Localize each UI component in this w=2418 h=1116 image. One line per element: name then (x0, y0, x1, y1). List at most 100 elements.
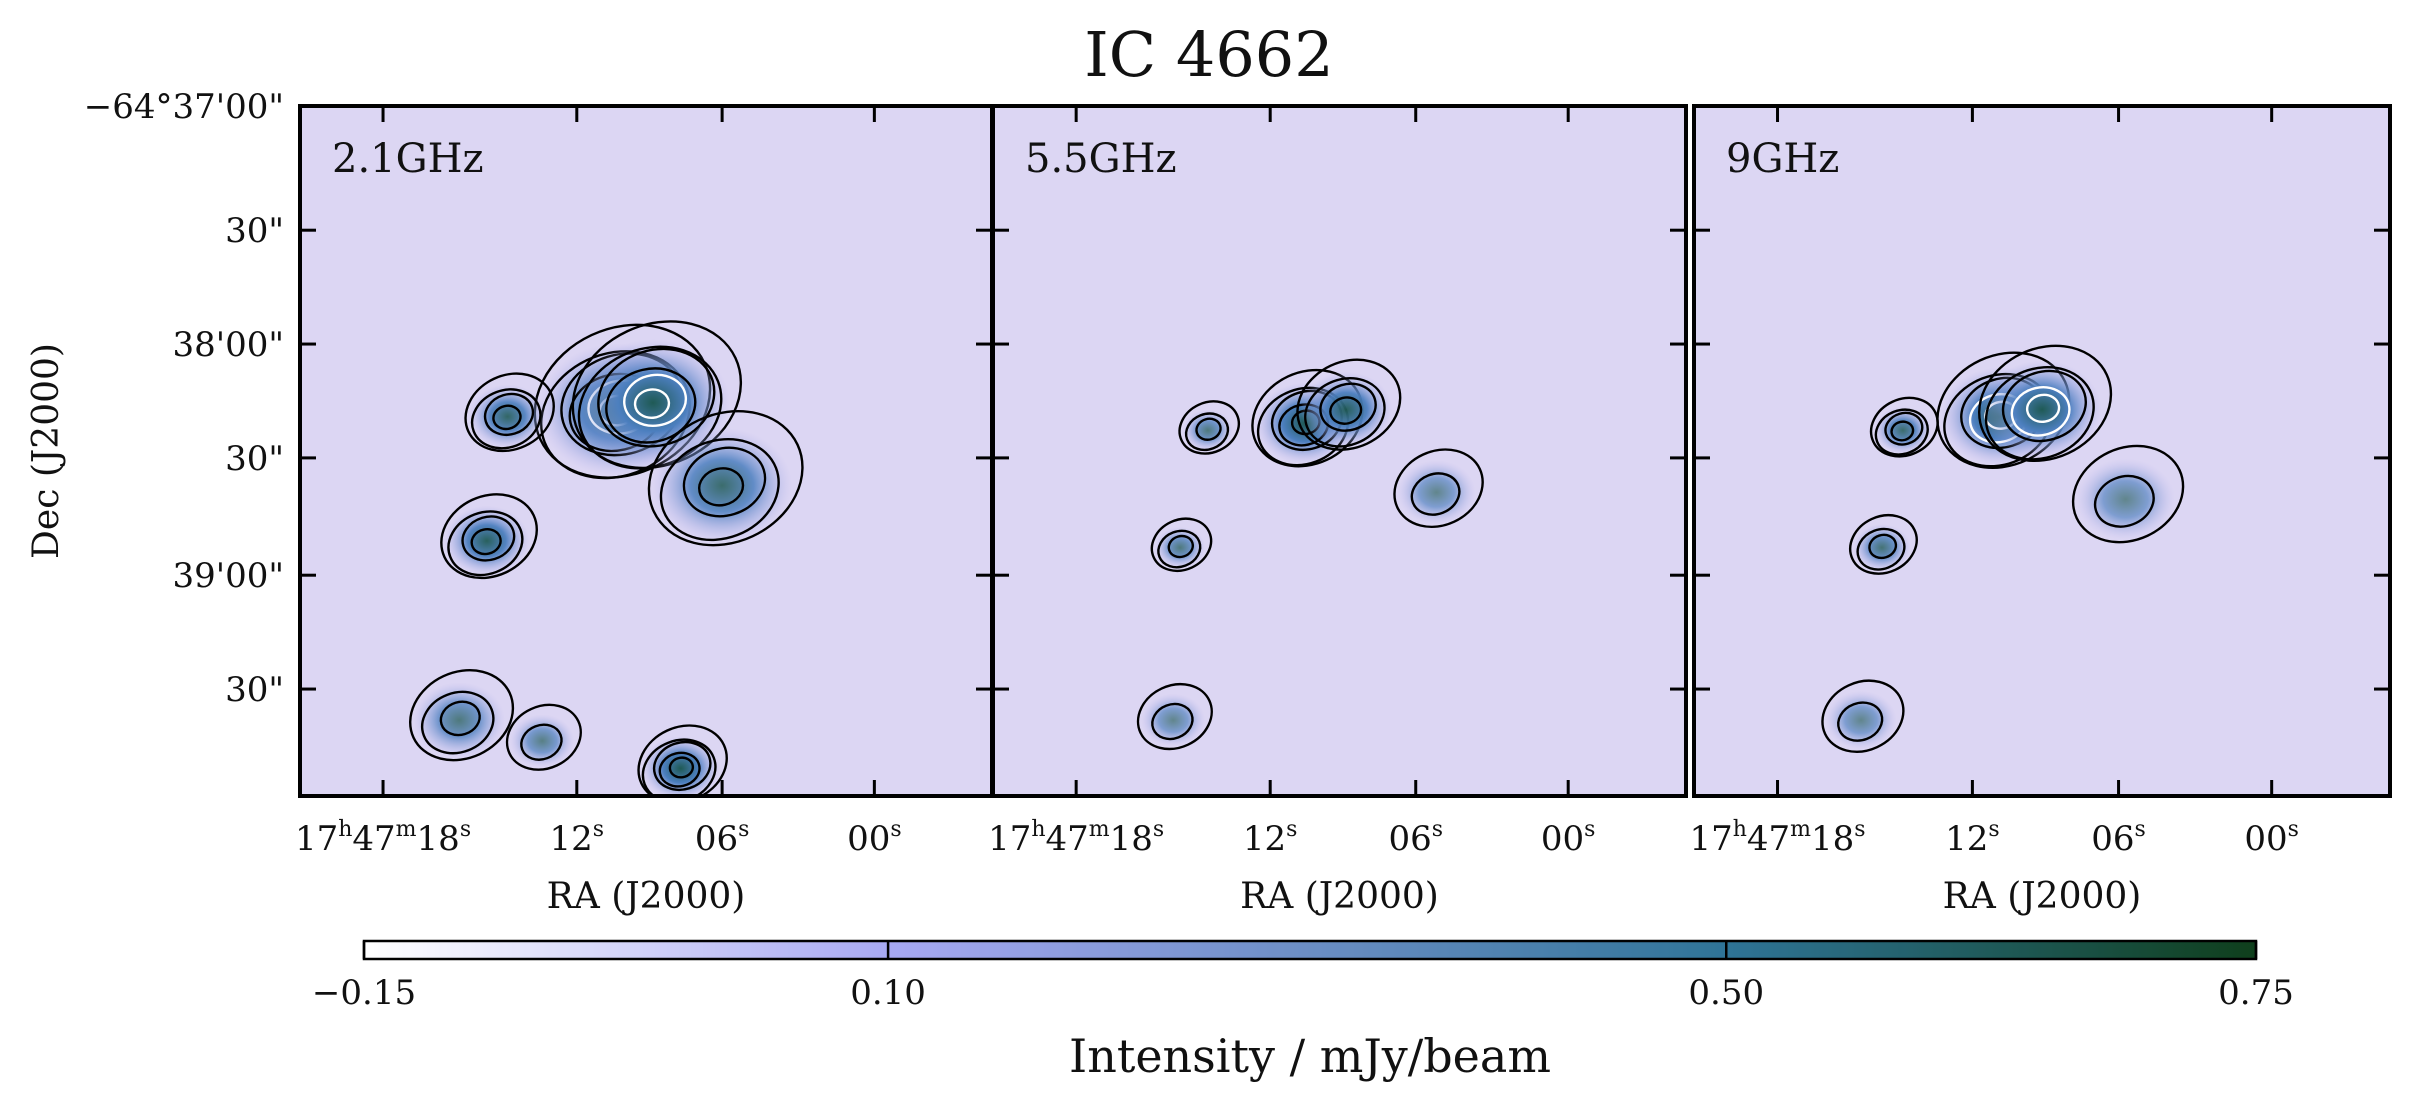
colorbar-tick-label: 0.50 (1688, 973, 1764, 1013)
colorbar-label: Intensity / mJy/beam (1069, 1029, 1551, 1083)
contour-line (520, 723, 563, 761)
contour-line (1151, 702, 1194, 741)
source-south-blob (2071, 444, 2185, 544)
contour-line (1136, 683, 1213, 751)
contour-line (1195, 417, 1222, 441)
ra-tick-label: 12s (550, 817, 605, 859)
contour-line (447, 510, 524, 577)
contour-line (505, 703, 582, 771)
source-sw-knot (1150, 517, 1213, 573)
dec-tick-label: 39'00" (172, 556, 284, 596)
contour-line (1319, 382, 1377, 432)
contour-line (492, 404, 522, 431)
contour-line (470, 528, 502, 556)
contour-line (597, 347, 716, 448)
source-west-knot (1869, 396, 1939, 458)
contour-line (682, 446, 767, 518)
panel-3: 9GHz 17h47m18s 12s 06s 00s RA (J2000) (1689, 104, 2392, 917)
contour-line (1304, 377, 1386, 448)
source-core-west (1296, 358, 1402, 451)
ra-tick-label: 17h47m18s (1689, 817, 1865, 859)
contour-line (440, 493, 538, 580)
contour-line (464, 372, 555, 453)
contour-line (1296, 358, 1402, 451)
contour-line (652, 740, 712, 792)
ra-tick-label: 00s (2244, 817, 2299, 859)
dec-tick-label: 30" (225, 439, 284, 479)
contour-line (2071, 444, 2185, 544)
contour-line (623, 373, 688, 427)
contour-line (1884, 411, 1924, 446)
contour-line (697, 467, 745, 507)
panel-frame (991, 104, 1688, 798)
ra-tick-label: 06s (2091, 817, 2146, 859)
contour-line (1868, 533, 1898, 560)
colorbar: −0.15 0.10 0.50 0.75 Intensity / mJy/beam (312, 939, 2294, 1083)
contour-line (1150, 517, 1213, 573)
ra-tick-label: 06s (1388, 817, 1443, 859)
contour-line (2001, 369, 2088, 443)
colorbar-tick-label: 0.75 (2218, 973, 2294, 1013)
contour-line (439, 700, 481, 737)
source-west-knot (464, 372, 555, 453)
frequency-label: 5.5GHz (1025, 136, 1177, 182)
source-south-blob (1393, 448, 1484, 529)
source-bottom-b (505, 703, 582, 771)
y-axis-label: Dec (J2000) (26, 343, 67, 559)
panel-image (1136, 358, 1484, 751)
ra-tick-label: 12s (1945, 817, 2000, 859)
frequency-label: 9GHz (1726, 136, 1839, 182)
source-intensity (651, 427, 793, 544)
contour-line (408, 669, 515, 762)
dec-tick-label: 30" (225, 211, 284, 251)
contour-line (1849, 513, 1918, 575)
ra-tick-label: 00s (847, 817, 902, 859)
colorbar-tick-label: −0.15 (312, 973, 416, 1013)
contour-line (483, 392, 535, 437)
panel-image (408, 320, 804, 796)
x-axis-label: RA (J2000) (547, 876, 746, 917)
dec-tick-label: 30" (225, 670, 284, 710)
contour-line (1978, 344, 2113, 463)
contour-line (1869, 396, 1939, 458)
source-bottom-c (637, 724, 728, 796)
contour-line (2025, 393, 2061, 424)
source-bottom-a (408, 669, 515, 762)
contour-line (461, 515, 516, 562)
source-bottom-a (1136, 683, 1213, 751)
contour-line (1410, 472, 1461, 516)
contour-line (659, 437, 780, 542)
contour-line (1184, 412, 1230, 452)
colorbar-gradient (362, 939, 2258, 961)
contour-line (1821, 679, 1905, 753)
contour-line (641, 738, 717, 796)
contour-line (1178, 400, 1240, 455)
source-intensity (1154, 526, 1206, 569)
ra-tick-label: 17h47m18s (988, 817, 1164, 859)
contour-line (647, 410, 804, 547)
contour-line (637, 724, 728, 796)
dec-tick-labels: −64°37'00" 30" 38'00" 30" 39'00" 30" (84, 87, 284, 710)
source-intensity (1874, 406, 1932, 455)
panel-image (1821, 344, 2185, 753)
contour-line (605, 367, 697, 444)
x-axis-label: RA (J2000) (1240, 876, 1439, 917)
contour-line (633, 388, 671, 420)
contour-line (2093, 474, 2155, 528)
contour-line (1837, 701, 1884, 742)
source-west-knot (1178, 400, 1240, 455)
contour-line (1856, 527, 1906, 571)
contour-line (2010, 386, 2071, 437)
ra-tick-label: 17h47m18s (295, 817, 471, 859)
contour-line (470, 388, 542, 450)
contour-line (1157, 529, 1202, 569)
contour-line (1984, 366, 2095, 461)
dec-tick-label: 38'00" (172, 325, 284, 365)
figure-title: IC 4662 (1084, 18, 1333, 91)
panel-1: 2.1GHz 17h47m18s 12s 06s 00s RA (J2000) (295, 104, 994, 917)
source-core-west (1978, 344, 2113, 463)
colorbar-ticks: −0.15 0.10 0.50 0.75 (312, 941, 2294, 1013)
dec-tick-label: −64°37'00" (84, 87, 284, 127)
colorbar-tick-label: 0.10 (850, 973, 926, 1013)
contour-line (1393, 448, 1484, 529)
